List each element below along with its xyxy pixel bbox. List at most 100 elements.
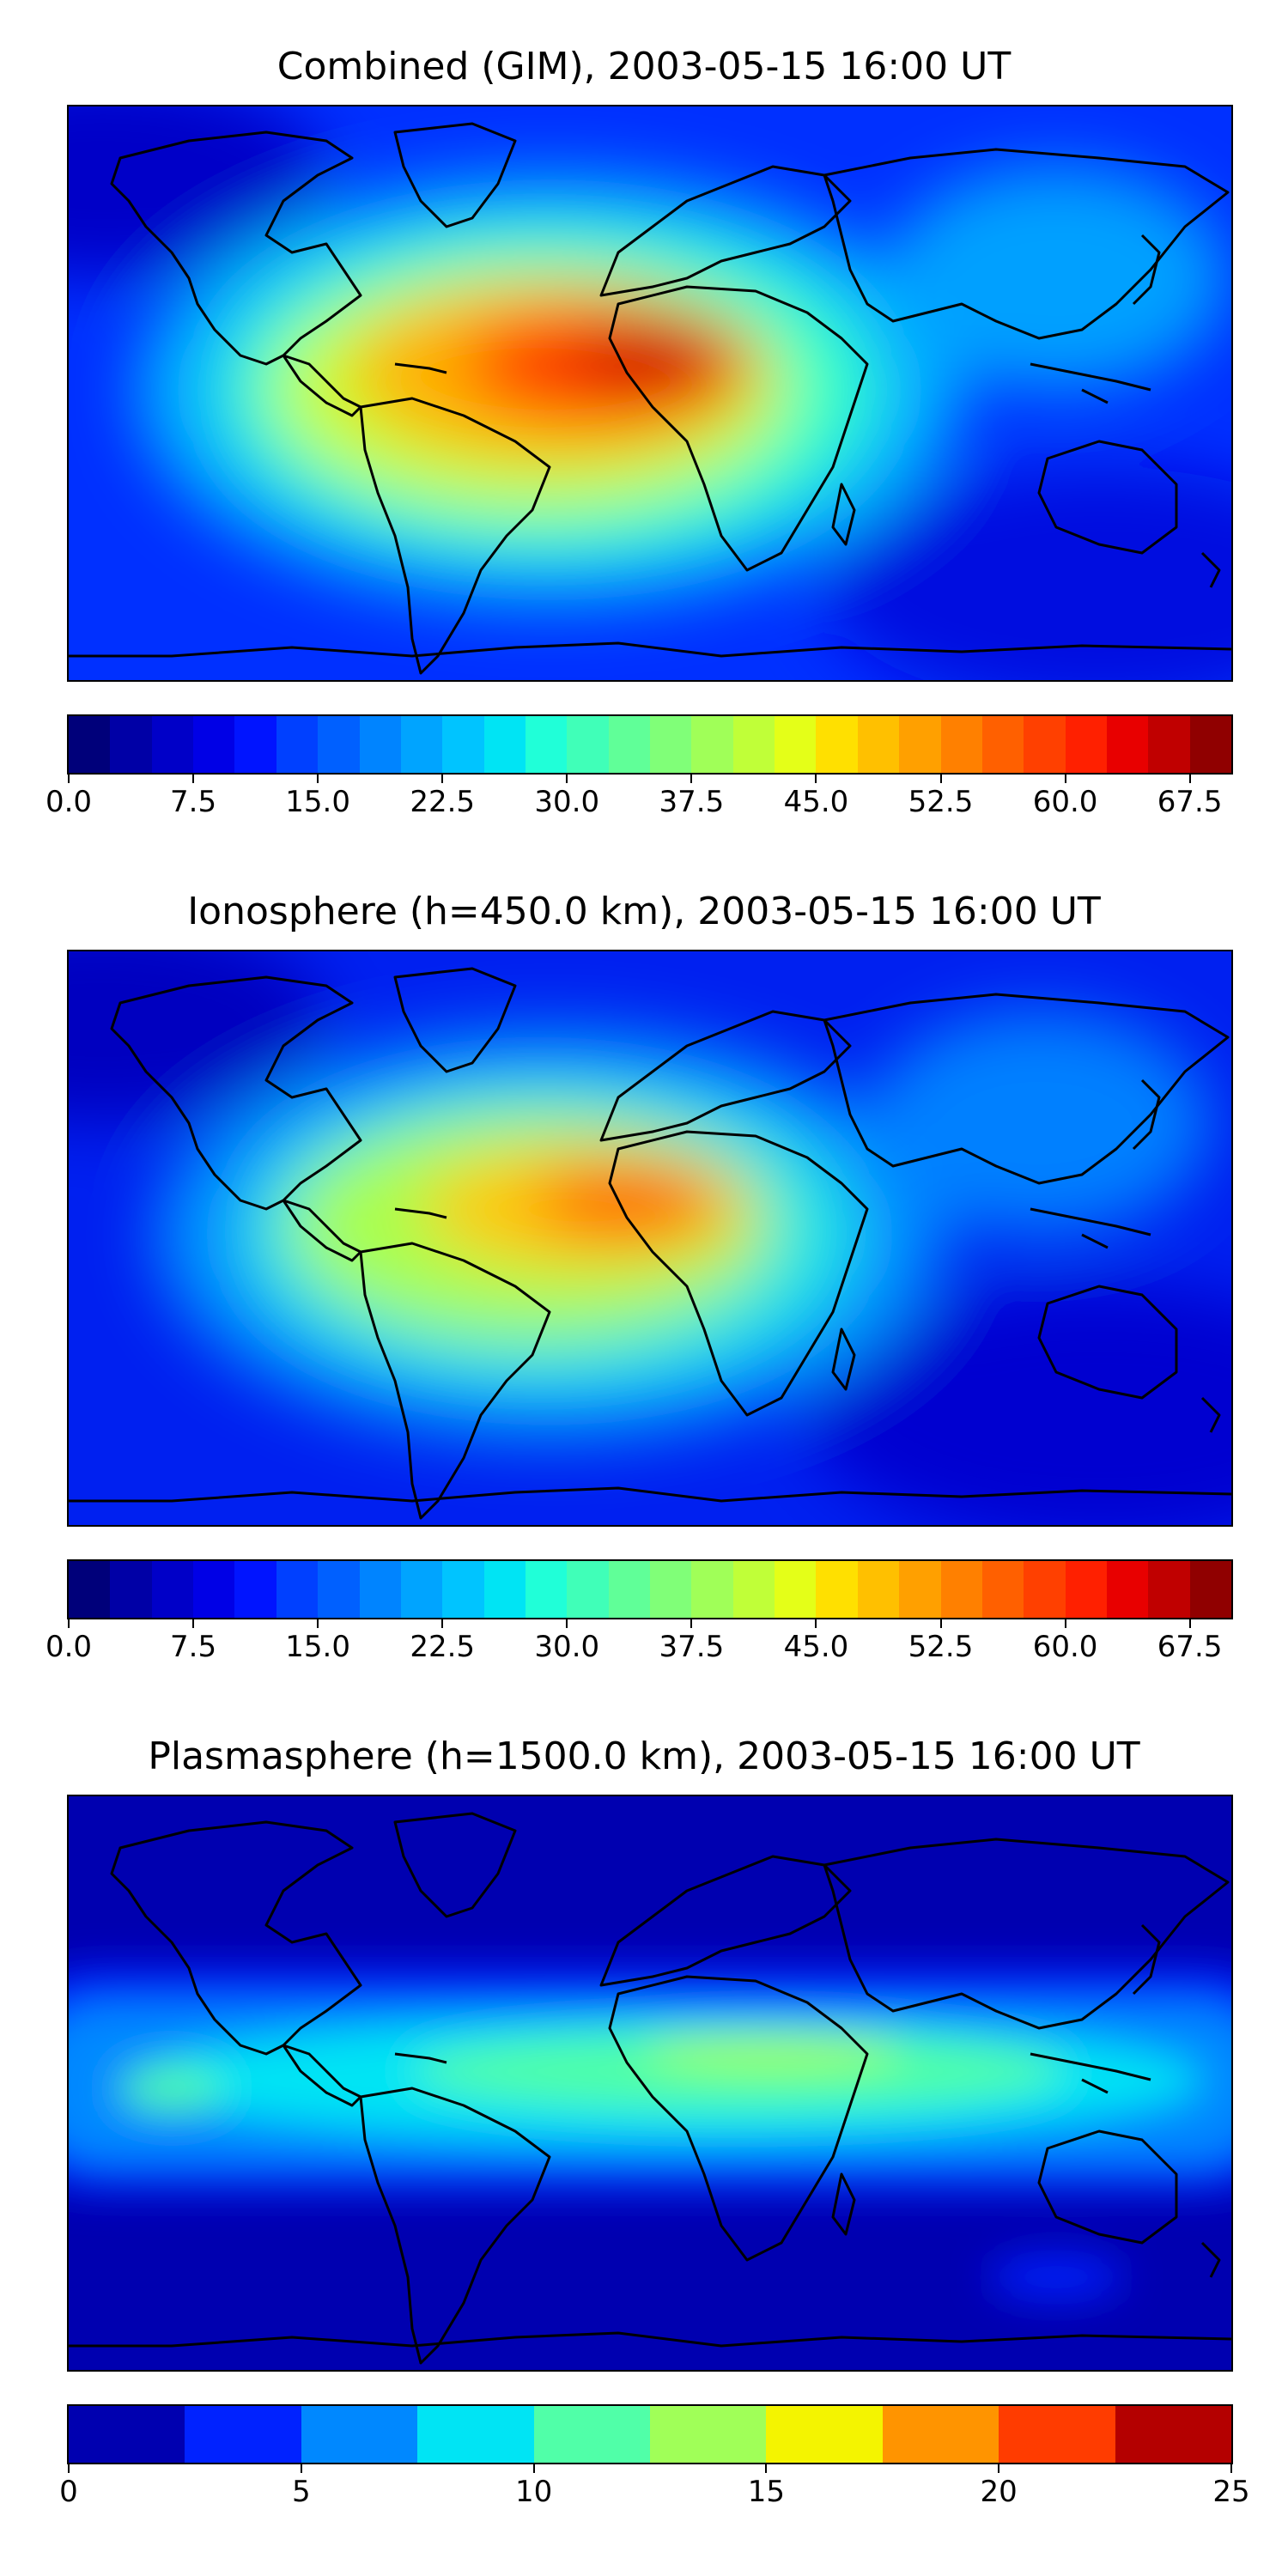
- colorbar-tick-mark: [441, 1619, 444, 1628]
- colorbar-tick-mark: [1064, 1619, 1066, 1628]
- colorbar-segment: [608, 716, 651, 773]
- colorbar-tick-mark: [68, 1619, 70, 1628]
- colorbar-tick-label: 20: [980, 2475, 1018, 2509]
- panel-1-colorbar: [67, 714, 1233, 775]
- colorbar-tick-label: 30.0: [534, 785, 600, 819]
- colorbar-segment: [276, 716, 319, 773]
- panel-1-title: Combined (GIM), 2003-05-15 16:00 UT: [276, 45, 1012, 88]
- colorbar-segment: [400, 1561, 443, 1618]
- panel-2-tec-field: [69, 951, 1231, 1525]
- colorbar-segment: [110, 1561, 152, 1618]
- colorbar-segment: [857, 1561, 900, 1618]
- colorbar-tick-mark: [690, 1619, 693, 1628]
- colorbar-tick-label: 52.5: [908, 785, 974, 819]
- colorbar-tick-mark: [765, 2464, 768, 2473]
- colorbar-segment: [417, 2406, 534, 2463]
- colorbar-segment: [816, 716, 858, 773]
- colorbar-segment: [766, 2406, 883, 2463]
- colorbar-tick-label: 67.5: [1157, 785, 1223, 819]
- colorbar-segment: [608, 1561, 651, 1618]
- panel-2-title: Ionosphere (h=450.0 km), 2003-05-15 16:0…: [187, 890, 1101, 933]
- colorbar-segment: [775, 716, 817, 773]
- colorbar-tick-label: 22.5: [410, 1630, 476, 1664]
- colorbar-tick-mark: [1230, 2464, 1232, 2473]
- colorbar-tick-label: 52.5: [908, 1630, 974, 1664]
- colorbar-tick-mark: [192, 1619, 195, 1628]
- colorbar-tick-label: 0: [59, 2475, 78, 2509]
- colorbar-segment: [69, 716, 111, 773]
- colorbar-segment: [775, 1561, 817, 1618]
- colorbar-segment: [400, 716, 443, 773]
- colorbar-segment: [69, 1561, 111, 1618]
- colorbar-tick-label: 7.5: [170, 1630, 217, 1664]
- panel-2-coastlines: [69, 967, 1231, 1520]
- colorbar-segment: [318, 1561, 360, 1618]
- colorbar-tick-label: 15.0: [285, 1630, 350, 1664]
- colorbar-segment: [1115, 2406, 1231, 2463]
- colorbar-tick-mark: [939, 775, 942, 783]
- colorbar-tick-label: 5: [291, 2475, 311, 2509]
- colorbar-segment: [857, 716, 900, 773]
- colorbar-segment: [359, 1561, 401, 1618]
- colorbar-segment: [650, 716, 692, 773]
- colorbar-segment: [69, 2406, 185, 2463]
- colorbar-segment: [567, 716, 609, 773]
- colorbar-segment: [442, 1561, 484, 1618]
- panel-3-title: Plasmasphere (h=1500.0 km), 2003-05-15 1…: [148, 1735, 1140, 1778]
- colorbar-tick-label: 0.0: [45, 1630, 93, 1664]
- colorbar-tick-label: 60.0: [1032, 1630, 1098, 1664]
- colorbar-tick-mark: [815, 775, 817, 783]
- colorbar-segment: [1024, 716, 1066, 773]
- colorbar-tick-label: 30.0: [534, 1630, 600, 1664]
- colorbar-tick-mark: [566, 1619, 568, 1628]
- colorbar-segment: [234, 1561, 276, 1618]
- panel-1-map: [67, 105, 1233, 682]
- panel-2-colorbar: [67, 1559, 1233, 1619]
- colorbar-segment: [525, 716, 568, 773]
- colorbar-segment: [899, 1561, 941, 1618]
- colorbar-segment: [1065, 716, 1107, 773]
- colorbar-segment: [276, 1561, 319, 1618]
- colorbar-segment: [882, 2406, 999, 2463]
- colorbar-tick-mark: [1064, 775, 1066, 783]
- colorbar-tick-mark: [815, 1619, 817, 1628]
- colorbar-segment: [301, 2406, 418, 2463]
- colorbar-tick-mark: [939, 1619, 942, 1628]
- colorbar-tick-label: 7.5: [170, 785, 217, 819]
- colorbar-segment: [1106, 1561, 1149, 1618]
- colorbar-segment: [193, 1561, 235, 1618]
- colorbar-segment: [816, 1561, 858, 1618]
- colorbar-tick-label: 15.0: [285, 785, 350, 819]
- colorbar-tick-mark: [566, 775, 568, 783]
- colorbar-segment: [650, 1561, 692, 1618]
- colorbar-tick-mark: [1188, 775, 1191, 783]
- colorbar-tick-mark: [300, 2464, 302, 2473]
- colorbar-tick-label: 10: [514, 2475, 553, 2509]
- colorbar-tick-mark: [317, 775, 319, 783]
- colorbar-segment: [1106, 716, 1149, 773]
- colorbar-tick-mark: [690, 775, 693, 783]
- colorbar-segment: [1024, 1561, 1066, 1618]
- colorbar-tick-mark: [1188, 1619, 1191, 1628]
- colorbar-segment: [691, 1561, 733, 1618]
- panel-1-tec-field: [69, 106, 1231, 680]
- colorbar-tick-label: 45.0: [783, 1630, 849, 1664]
- colorbar-segment: [193, 716, 235, 773]
- colorbar-segment: [899, 716, 941, 773]
- colorbar-segment: [691, 716, 733, 773]
- colorbar-segment: [533, 2406, 651, 2463]
- colorbar-segment: [650, 2406, 767, 2463]
- colorbar-tick-mark: [441, 775, 444, 783]
- colorbar-segment: [732, 716, 775, 773]
- colorbar-segment: [483, 1561, 526, 1618]
- colorbar-tick-label: 37.5: [659, 785, 725, 819]
- colorbar-segment: [525, 1561, 568, 1618]
- colorbar-segment: [981, 1561, 1024, 1618]
- colorbar-segment: [318, 716, 360, 773]
- colorbar-tick-label: 60.0: [1032, 785, 1098, 819]
- panel-2-map: [67, 950, 1233, 1527]
- panel-3-map: [67, 1795, 1233, 2372]
- colorbar-segment: [151, 716, 194, 773]
- colorbar-segment: [940, 716, 982, 773]
- panel-3-coastlines: [69, 1812, 1231, 2365]
